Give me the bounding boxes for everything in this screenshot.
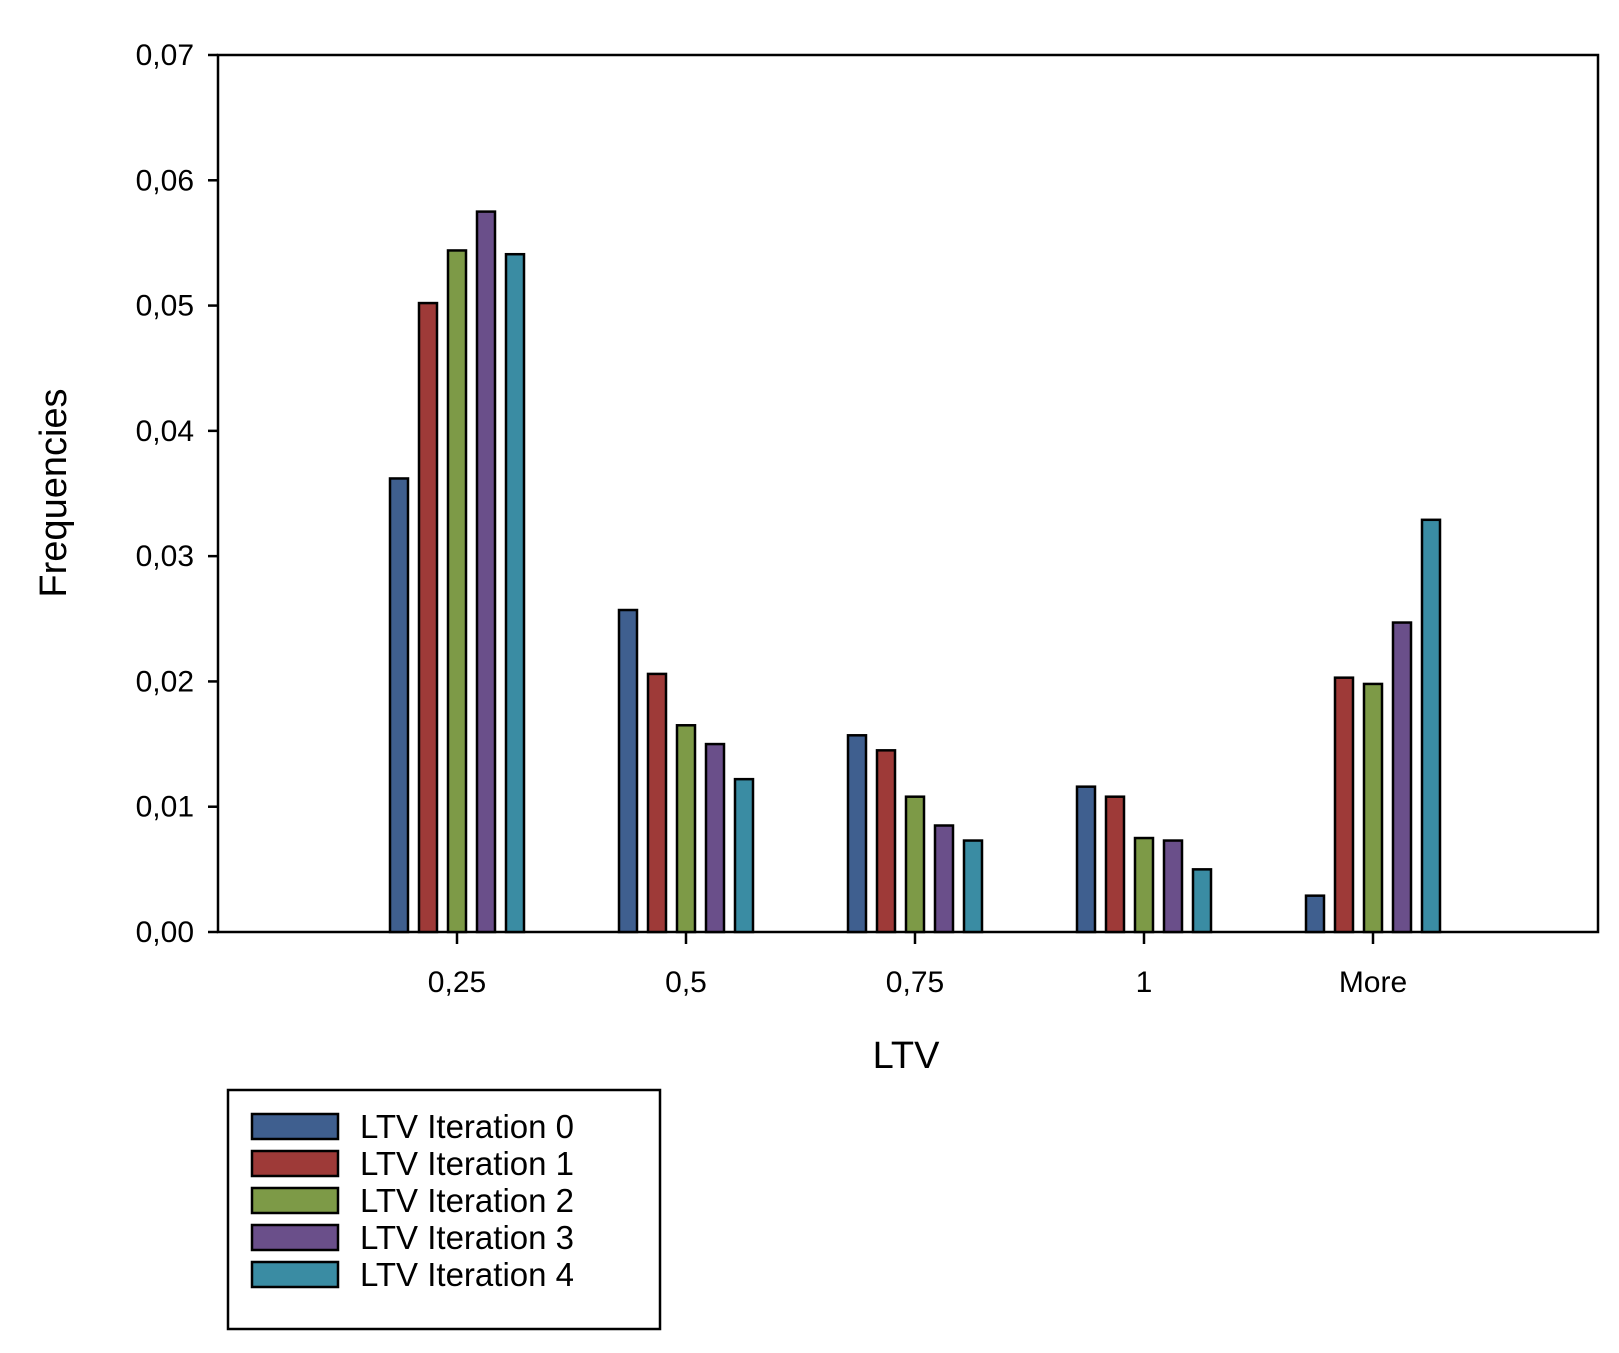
x-axis-title: LTV bbox=[873, 1035, 941, 1077]
legend-swatch bbox=[250, 1149, 340, 1178]
bar-ltv-iteration-1-3 bbox=[1104, 795, 1126, 934]
y-tick-label: 0,03 bbox=[136, 540, 194, 573]
y-tick-label: 0,02 bbox=[136, 665, 194, 698]
bars-layer bbox=[388, 210, 1442, 934]
bar-ltv-iteration-3-0 bbox=[475, 210, 497, 934]
bar-ltv-iteration-0-0 bbox=[388, 477, 410, 934]
bar-ltv-iteration-4-2 bbox=[962, 839, 984, 934]
bar-ltv-iteration-1-1 bbox=[646, 672, 668, 934]
bar-ltv-iteration-3-1 bbox=[704, 742, 726, 934]
bar-ltv-iteration-2-1 bbox=[675, 724, 697, 934]
legend-label: LTV Iteration 0 bbox=[360, 1108, 574, 1145]
bar-ltv-iteration-4-3 bbox=[1191, 868, 1213, 934]
legend-swatch bbox=[250, 1260, 340, 1289]
bar-ltv-iteration-4-1 bbox=[733, 777, 755, 934]
y-axis: 0,00 0,01 0,02 0,03 0,04 0,05 0,06 0,07 bbox=[136, 39, 218, 949]
legend-swatch bbox=[250, 1112, 340, 1141]
bar-ltv-iteration-0-2 bbox=[846, 734, 868, 934]
bar-ltv-iteration-1-4 bbox=[1333, 676, 1355, 934]
bar-ltv-iteration-3-4 bbox=[1391, 621, 1413, 934]
bar-ltv-iteration-0-3 bbox=[1075, 785, 1097, 934]
bar-ltv-iteration-2-0 bbox=[446, 249, 468, 934]
bar-ltv-iteration-1-2 bbox=[875, 749, 897, 934]
bar-ltv-iteration-0-4 bbox=[1304, 894, 1326, 934]
y-axis-title: Frequencies bbox=[33, 388, 75, 597]
y-tick-label: 0,01 bbox=[136, 791, 194, 824]
x-tick-label: 0,75 bbox=[886, 966, 944, 999]
y-tick-label: 0,04 bbox=[136, 415, 194, 448]
legend-swatch bbox=[250, 1223, 340, 1252]
bar-ltv-iteration-4-0 bbox=[504, 252, 526, 934]
y-tick-label: 0,05 bbox=[136, 290, 194, 323]
bar-ltv-iteration-2-3 bbox=[1133, 836, 1155, 934]
y-tick-label: 0,07 bbox=[136, 39, 194, 72]
bar-ltv-iteration-4-4 bbox=[1420, 518, 1442, 934]
bar-ltv-iteration-3-3 bbox=[1162, 839, 1184, 934]
y-tick-label: 0,00 bbox=[136, 916, 194, 949]
bar-ltv-iteration-0-1 bbox=[617, 608, 639, 934]
x-tick-label: More bbox=[1339, 966, 1407, 999]
bar-ltv-iteration-3-2 bbox=[933, 824, 955, 934]
bar-ltv-iteration-2-2 bbox=[904, 795, 926, 934]
legend-label: LTV Iteration 1 bbox=[360, 1145, 574, 1182]
x-tick-label: 1 bbox=[1136, 966, 1153, 999]
x-axis: 0,25 0,5 0,75 1 More bbox=[428, 932, 1407, 999]
x-tick-label: 0,5 bbox=[665, 966, 707, 999]
bar-ltv-iteration-1-0 bbox=[417, 301, 439, 934]
y-tick-label: 0,06 bbox=[136, 164, 194, 197]
legend-label: LTV Iteration 3 bbox=[360, 1219, 574, 1256]
bar-ltv-iteration-2-4 bbox=[1362, 682, 1384, 934]
x-tick-label: 0,25 bbox=[428, 966, 486, 999]
legend-label: LTV Iteration 4 bbox=[360, 1256, 574, 1293]
legend-swatch bbox=[250, 1186, 340, 1215]
legend-label: LTV Iteration 2 bbox=[360, 1182, 574, 1219]
